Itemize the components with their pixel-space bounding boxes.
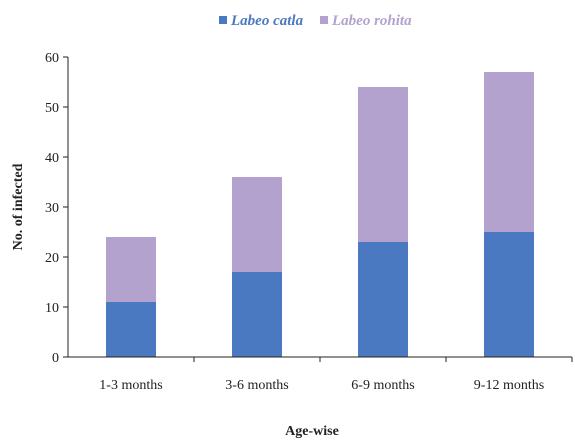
y-axis-title: No. of infected: [11, 163, 26, 250]
x-tick-label: 3-6 months: [225, 378, 288, 393]
bar-labeo-catla-1-3-months: [106, 302, 156, 357]
x-tick-label: 1-3 months: [99, 378, 162, 393]
x-tick-label: 6-9 months: [351, 378, 414, 393]
x-tick-label: 9-12 months: [474, 378, 544, 393]
y-tick-label: 50: [45, 101, 59, 116]
legend-label-labeo-rohita: Labeo rohita: [331, 13, 412, 29]
bar-labeo-rohita-6-9-months: [358, 87, 408, 242]
y-tick-label: 30: [45, 201, 59, 216]
y-tick-label: 10: [45, 301, 59, 316]
bar-labeo-catla-3-6-months: [232, 272, 282, 357]
bar-labeo-rohita-9-12-months: [484, 72, 534, 232]
legend-swatch-labeo-rohita: [320, 16, 328, 24]
legend: Labeo catla Labeo rohita: [219, 13, 412, 29]
y-tick-label: 20: [45, 251, 59, 266]
x-axis-title: Age-wise: [285, 424, 339, 439]
bar-labeo-catla-6-9-months: [358, 242, 408, 357]
bar-labeo-rohita-1-3-months: [106, 237, 156, 302]
legend-swatch-labeo-catla: [219, 16, 227, 24]
y-tick-label: 0: [52, 351, 59, 366]
y-tick-label: 40: [45, 151, 59, 166]
plot-area: [106, 72, 534, 357]
bar-labeo-catla-9-12-months: [484, 232, 534, 357]
legend-label-labeo-catla: Labeo catla: [230, 13, 304, 29]
bar-labeo-rohita-3-6-months: [232, 177, 282, 272]
y-tick-label: 60: [45, 51, 59, 66]
